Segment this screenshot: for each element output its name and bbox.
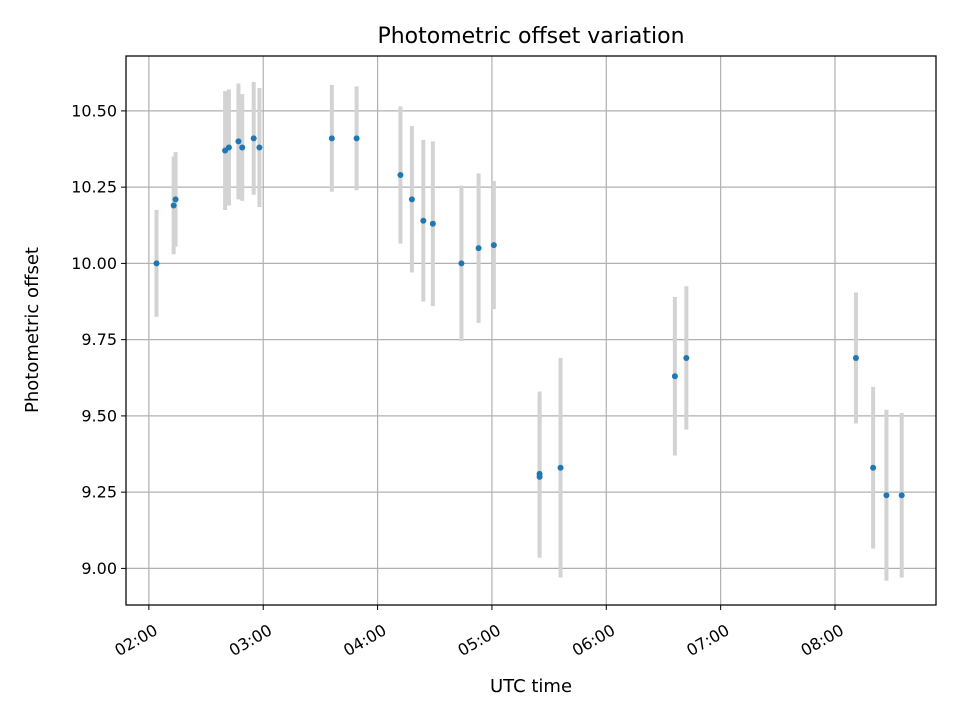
data-point — [870, 464, 877, 471]
data-point — [429, 220, 436, 227]
plot-frame — [125, 55, 937, 606]
data-point — [490, 242, 497, 249]
data-point — [250, 135, 257, 142]
data-point — [852, 354, 859, 361]
data-point — [172, 196, 179, 203]
data-point — [475, 245, 482, 252]
x-axis-label: UTC time — [490, 676, 572, 697]
data-point — [420, 217, 427, 224]
chart-title: Photometric offset variation — [377, 24, 684, 49]
y-axis-label: Photometric offset — [22, 247, 43, 413]
data-point — [328, 135, 335, 142]
y-tick-label: 9.00 — [81, 559, 117, 578]
data-point — [883, 492, 890, 499]
y-tick-label: 10.25 — [71, 178, 117, 197]
data-point — [225, 144, 232, 151]
data-point — [397, 171, 404, 178]
y-tick-label: 10.50 — [71, 101, 117, 120]
data-point — [239, 144, 246, 151]
y-axis-ticks: 9.00 9.25 9.50 9.75 10.00 10.25 10.50 — [71, 101, 126, 578]
data-point — [557, 464, 564, 471]
data-point — [536, 473, 543, 480]
data-points — [153, 135, 905, 499]
y-tick-label: 9.50 — [81, 406, 117, 425]
data-point — [671, 373, 678, 380]
data-point — [153, 260, 160, 267]
y-tick-label: 9.75 — [81, 330, 117, 349]
data-point — [898, 492, 905, 499]
data-point — [408, 196, 415, 203]
data-point — [235, 138, 242, 145]
data-point — [170, 202, 177, 209]
data-point — [458, 260, 465, 267]
y-tick-label: 9.25 — [81, 483, 117, 502]
grid-lines — [126, 56, 936, 605]
y-tick-label: 10.00 — [71, 254, 117, 273]
data-point — [353, 135, 360, 142]
data-point — [683, 354, 690, 361]
data-point — [256, 144, 263, 151]
